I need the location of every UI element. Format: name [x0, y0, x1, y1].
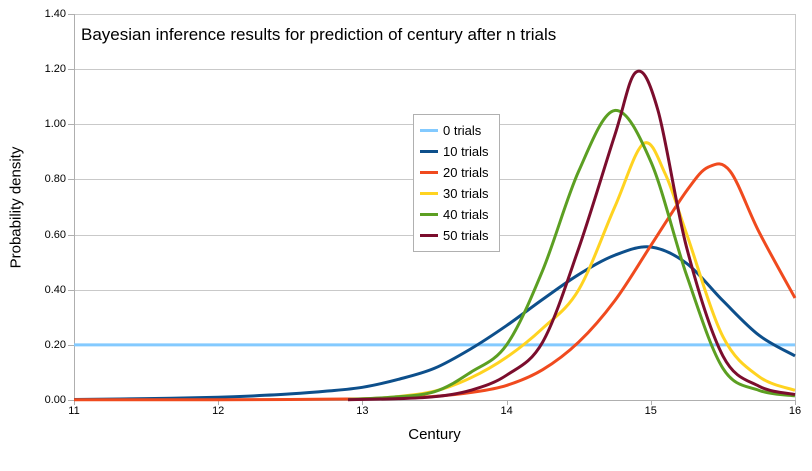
chart-title: Bayesian inference results for predictio…: [81, 25, 557, 44]
y-tick-label: 0.20: [44, 338, 66, 351]
y-tick-label: 0.80: [44, 173, 66, 186]
y-axis-title: Probability density: [7, 146, 25, 269]
legend-label: 40 trials: [443, 207, 489, 222]
legend-label: 20 trials: [443, 165, 489, 180]
legend-item: 30 trials: [420, 183, 495, 204]
legend-item: 20 trials: [420, 162, 495, 183]
legend-item: 40 trials: [420, 204, 495, 225]
legend-item: 10 trials: [420, 141, 495, 162]
x-tick-label: 11: [68, 405, 80, 417]
legend-label: 10 trials: [443, 144, 489, 159]
y-tick-label: 1.40: [44, 8, 66, 20]
x-tick-label: 13: [356, 405, 369, 417]
legend-swatch: [420, 192, 438, 195]
legend-swatch: [420, 234, 438, 237]
series-line-50-trials: [347, 69, 796, 402]
y-tick-label: 0.40: [44, 283, 66, 296]
x-tick-label: 16: [788, 405, 802, 417]
legend-swatch: [420, 150, 438, 153]
x-tick-label: 14: [500, 405, 513, 417]
legend-swatch: [420, 129, 438, 132]
y-tick-label: 1.20: [44, 63, 66, 76]
x-tick-label: 12: [212, 405, 225, 417]
legend-label: 50 trials: [443, 228, 489, 243]
legend-item: 0 trials: [420, 120, 495, 141]
legend-item: 50 trials: [420, 225, 495, 246]
y-tick-label: 0.00: [44, 394, 66, 406]
series-line-10-trials: [73, 245, 796, 401]
legend-label: 30 trials: [443, 186, 489, 201]
legend-swatch: [420, 213, 438, 216]
legend-swatch: [420, 171, 438, 174]
x-axis-title: Century: [408, 426, 461, 443]
x-tick-label: 15: [644, 405, 657, 417]
y-tick-label: 1.00: [44, 118, 66, 131]
y-tick-label: 0.60: [44, 228, 66, 241]
series-line-20-trials: [73, 162, 797, 402]
legend: 0 trials 10 trials 20 trials 30 trials 40 tr…: [413, 114, 500, 252]
series-line-40-trials: [347, 109, 796, 401]
legend-label: 0 trials: [443, 123, 482, 138]
